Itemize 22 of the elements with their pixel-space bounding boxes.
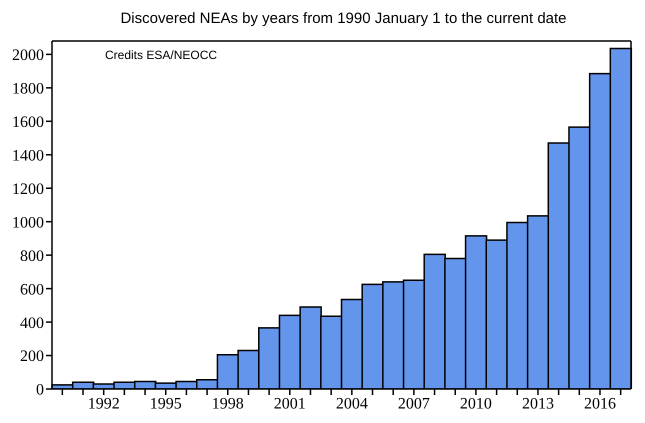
- y-tick-label: 600: [20, 281, 44, 298]
- chart-title: Discovered NEAs by years from 1990 January 1 to the current date: [119, 10, 568, 27]
- x-tick-label: 1992: [88, 395, 120, 412]
- y-tick-label: 1600: [12, 114, 44, 131]
- x-tick-label: 2007: [398, 395, 430, 412]
- y-tick-label: 200: [20, 348, 44, 366]
- x-tick-label: 1998: [212, 395, 244, 412]
- y-tick-label: 0: [36, 382, 44, 399]
- annotation: Credits ESA/NEOCC: [105, 48, 218, 62]
- x-tick-label: 2016: [584, 395, 616, 412]
- x-tick-label: 2010: [460, 395, 492, 412]
- x-tick-label: 2004: [336, 395, 368, 412]
- y-tick-label: 1000: [12, 214, 44, 232]
- x-tick-label: 1995: [150, 395, 182, 412]
- y-tick-label: 2000: [12, 47, 44, 64]
- y-tick-label: 800: [20, 248, 44, 265]
- y-tick-label: 400: [20, 314, 44, 332]
- y-tick-label: 1200: [12, 180, 44, 198]
- x-tick-label: 2001: [274, 395, 306, 412]
- y-tick-label: 1400: [12, 147, 44, 164]
- y-tick-label: 1800: [12, 80, 44, 98]
- x-tick-label: 2013: [522, 395, 554, 412]
